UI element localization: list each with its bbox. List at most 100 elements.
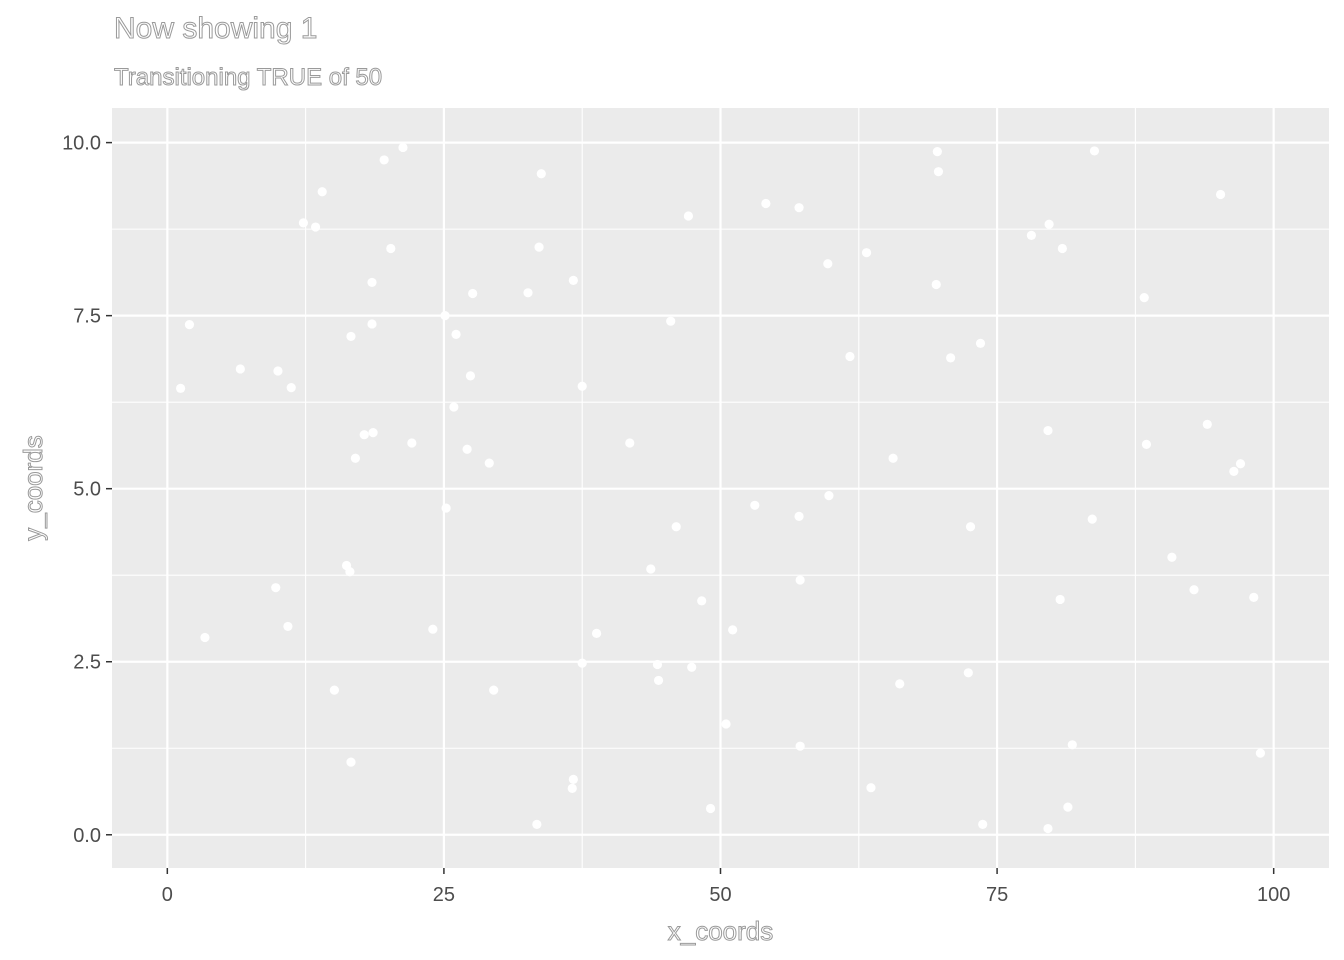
data-point [567, 783, 577, 794]
data-point [462, 444, 472, 454]
data-point [671, 522, 681, 532]
x-axis: 0 25 50 75 100 [162, 868, 1290, 906]
data-point [1067, 740, 1077, 750]
y-tick-label: 7.5 [73, 306, 101, 328]
data-point [468, 288, 478, 299]
data-point [697, 596, 707, 606]
data-point [1139, 293, 1149, 303]
data-point [861, 248, 872, 258]
y-tick-label: 5.0 [73, 479, 101, 501]
data-point [484, 458, 494, 468]
data-point [273, 366, 283, 376]
y-tick-label: 0.0 [73, 825, 101, 847]
y-tick-label: 2.5 [73, 652, 101, 674]
data-point [184, 320, 195, 330]
data-point [398, 142, 408, 153]
y-tick-label: 10.0 [62, 133, 101, 155]
data-point [317, 187, 327, 197]
data-point [283, 621, 293, 632]
x-tick-label: 0 [162, 884, 173, 906]
data-point [591, 628, 602, 638]
data-point [978, 819, 988, 829]
data-point [721, 719, 731, 729]
data-point [975, 338, 986, 348]
data-point [367, 319, 377, 329]
data-point [379, 155, 389, 165]
x-axis-label: x_coords [668, 916, 774, 946]
data-point [1087, 514, 1097, 524]
data-point [532, 819, 542, 829]
x-tick-label: 50 [709, 884, 731, 906]
data-point [1141, 439, 1152, 449]
y-axis: 0.0 2.5 5.0 7.5 10.0 [62, 133, 112, 847]
data-point [965, 522, 976, 532]
data-point [310, 222, 321, 232]
data-point [407, 438, 417, 448]
data-point [577, 658, 587, 668]
data-point [200, 632, 210, 643]
data-point [931, 279, 941, 290]
data-point [534, 242, 544, 252]
data-point [888, 453, 898, 463]
data-point [646, 564, 656, 574]
data-point [653, 675, 664, 686]
data-point [946, 353, 956, 363]
data-point [705, 803, 716, 814]
chart-subtitle: Transitioning TRUE of 50 [113, 64, 383, 92]
data-point [1229, 466, 1239, 476]
data-point [1202, 419, 1212, 429]
data-point [761, 198, 771, 209]
data-point [932, 147, 942, 157]
data-point [1055, 594, 1065, 605]
data-point [845, 351, 855, 362]
data-point [350, 453, 360, 463]
data-points [175, 142, 1266, 834]
data-point [329, 685, 339, 695]
data-point [795, 741, 805, 751]
data-point [577, 381, 587, 391]
data-point [1057, 243, 1067, 254]
data-point [794, 511, 804, 521]
data-point [441, 503, 451, 513]
data-point [449, 402, 459, 412]
chart-title: Now showing 1 [113, 12, 318, 46]
data-point [298, 218, 309, 228]
data-point [1235, 459, 1246, 469]
data-point [866, 783, 876, 793]
x-tick-label: 25 [433, 884, 455, 906]
data-point [1044, 219, 1054, 229]
data-point [489, 685, 499, 695]
data-point [625, 438, 635, 448]
y-axis-label: y_coords [18, 435, 48, 541]
data-point [795, 575, 805, 585]
data-point [451, 329, 461, 339]
data-point [687, 662, 697, 672]
data-point [536, 169, 546, 179]
data-point [235, 364, 245, 374]
data-point [963, 668, 973, 678]
data-point [1255, 748, 1266, 758]
data-point [346, 331, 356, 342]
data-point [895, 679, 905, 689]
data-point [1043, 823, 1053, 834]
data-point [666, 316, 676, 326]
data-point [824, 491, 834, 501]
data-point [728, 625, 738, 635]
major-gridlines [112, 108, 1329, 868]
x-tick-label: 75 [986, 884, 1008, 906]
data-point [933, 167, 944, 177]
data-point [368, 428, 378, 438]
data-point [1063, 802, 1073, 812]
data-point [345, 567, 355, 577]
data-point [1167, 552, 1177, 562]
data-point [523, 288, 533, 298]
data-point [823, 259, 833, 269]
data-point [428, 624, 438, 634]
data-point [367, 277, 377, 288]
data-point [652, 659, 663, 670]
data-point [465, 371, 476, 381]
data-point [1043, 425, 1053, 436]
data-point [440, 311, 450, 321]
data-point [1215, 189, 1226, 200]
